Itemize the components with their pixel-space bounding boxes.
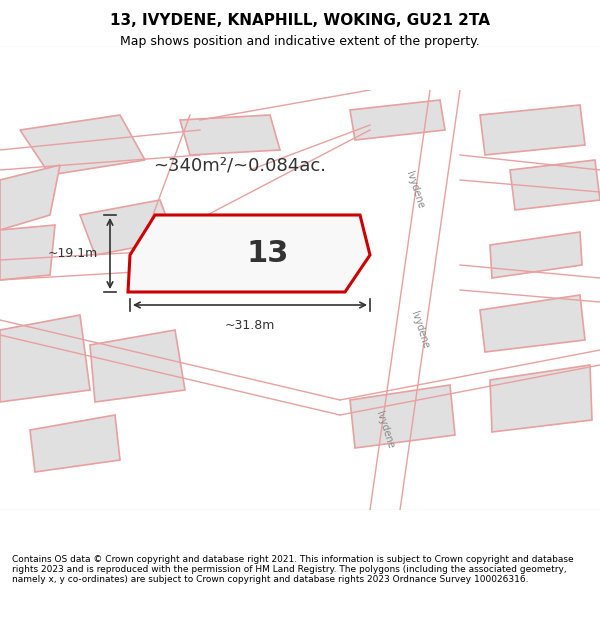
Text: Ivydene: Ivydene (374, 410, 396, 450)
Text: 13: 13 (247, 239, 289, 269)
Polygon shape (0, 165, 60, 230)
Polygon shape (30, 415, 120, 472)
Polygon shape (490, 365, 592, 432)
Polygon shape (180, 115, 280, 155)
Polygon shape (490, 232, 582, 278)
Polygon shape (128, 215, 370, 292)
Polygon shape (510, 160, 600, 210)
Polygon shape (20, 115, 145, 175)
Text: ~340m²/~0.084ac.: ~340m²/~0.084ac. (154, 156, 326, 174)
Polygon shape (80, 200, 175, 255)
Polygon shape (90, 330, 185, 402)
Text: 13, IVYDENE, KNAPHILL, WOKING, GU21 2TA: 13, IVYDENE, KNAPHILL, WOKING, GU21 2TA (110, 13, 490, 28)
Polygon shape (350, 100, 445, 140)
Text: Contains OS data © Crown copyright and database right 2021. This information is : Contains OS data © Crown copyright and d… (12, 554, 574, 584)
Text: Ivydene: Ivydene (409, 310, 431, 350)
Text: ~19.1m: ~19.1m (48, 247, 98, 260)
Text: ~31.8m: ~31.8m (225, 319, 275, 332)
Polygon shape (350, 385, 455, 448)
Polygon shape (0, 225, 55, 280)
Polygon shape (480, 295, 585, 352)
Polygon shape (0, 315, 90, 402)
Text: Map shows position and indicative extent of the property.: Map shows position and indicative extent… (120, 35, 480, 48)
Text: Ivydene: Ivydene (404, 170, 426, 210)
Polygon shape (480, 105, 585, 155)
